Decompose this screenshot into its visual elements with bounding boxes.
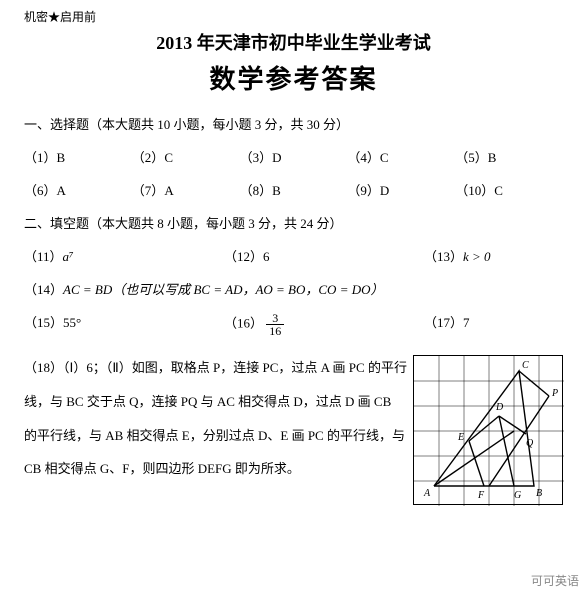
q18-text: （18）（Ⅰ）6；（Ⅱ）如图，取格点 P，连接 PC，过点 A 画 PC 的平行… [24,351,413,505]
confidential-note: 机密★启用前 [24,8,563,25]
q16-answer: （16） 3 16 [224,312,424,337]
svg-text:B: B [536,488,542,499]
q11-answer: （11）a⁷ [24,246,224,265]
svg-text:Q: Q [526,438,534,449]
svg-text:G: G [514,490,521,501]
svg-text:E: E [457,432,464,443]
fill-row-11-13: （11）a⁷ （12）6 （13）k > 0 [24,246,563,265]
mc-answer: （6）A [24,180,132,199]
q12-answer: （12）6 [224,246,424,265]
mc-answer-row-1: （1）B （2）C （3）D （4）C （5）B [24,147,563,166]
watermark: 可可英语 [531,572,579,589]
fraction: 3 16 [266,312,284,337]
q18-container: （18）（Ⅰ）6；（Ⅱ）如图，取格点 P，连接 PC，过点 A 画 PC 的平行… [24,351,563,505]
mc-answer: （7）A [132,180,240,199]
exam-title: 2013 年天津市初中毕业生学业考试 [24,29,563,55]
q17-answer: （17）7 [424,312,563,337]
fill-row-15-17: （15）55° （16） 3 16 （17）7 [24,312,563,337]
svg-text:D: D [495,402,504,413]
geometry-diagram-svg: A B C D E F G P Q [414,356,564,506]
mc-answer: （2）C [132,147,240,166]
mc-answer: （9）D [347,180,455,199]
q15-answer: （15）55° [24,312,224,337]
mc-answer-row-2: （6）A （7）A （8）B （9）D （10）C [24,180,563,199]
svg-text:A: A [423,488,431,499]
section2-heading: 二、填空题（本大题共 8 小题，每小题 3 分，共 24 分） [24,213,563,232]
q13-answer: （13）k > 0 [424,246,563,265]
mc-answer: （4）C [347,147,455,166]
mc-answer: （3）D [240,147,348,166]
q14-answer: （14）AC = BD（也可以写成 BC = AD，AO = BO，CO = D… [24,279,563,298]
mc-answer: （10）C [455,180,563,199]
q18-figure: A B C D E F G P Q [413,355,563,505]
section1-heading: 一、选择题（本大题共 10 小题，每小题 3 分，共 30 分） [24,114,563,133]
doc-title: 数学参考答案 [24,59,563,96]
mc-answer: （1）B [24,147,132,166]
svg-text:F: F [477,490,485,501]
svg-text:P: P [551,388,558,399]
svg-text:C: C [522,360,529,371]
mc-answer: （8）B [240,180,348,199]
mc-answer: （5）B [455,147,563,166]
